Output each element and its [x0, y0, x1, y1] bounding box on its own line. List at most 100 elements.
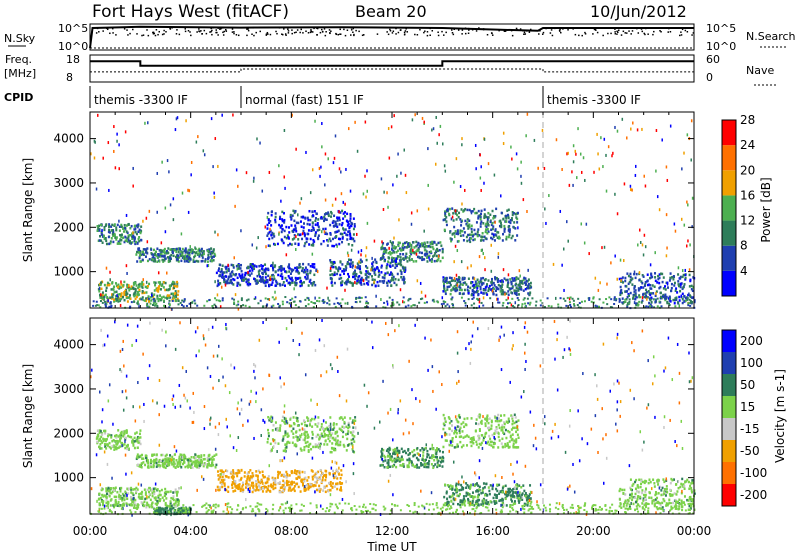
data-cell	[302, 262, 305, 266]
data-cell	[425, 250, 428, 253]
data-cell	[288, 263, 291, 266]
data-cell	[163, 254, 166, 258]
date-label: 10/Jun/2012	[590, 2, 687, 21]
data-cell	[409, 248, 412, 251]
data-cell	[330, 484, 333, 488]
nsky-sample-point	[319, 31, 322, 34]
data-cell	[187, 248, 190, 252]
ground-cell	[181, 299, 184, 302]
noise-cell	[522, 198, 525, 202]
data-cell	[269, 449, 272, 453]
data-cell	[215, 271, 218, 275]
data-cell	[353, 435, 356, 438]
nsky-sample-point	[614, 31, 616, 33]
data-cell	[180, 506, 183, 510]
data-cell	[168, 463, 171, 467]
data-cell	[311, 436, 314, 440]
data-cell	[283, 284, 286, 287]
noise-cell	[449, 230, 451, 234]
beam-label: Beam 20	[355, 2, 427, 21]
data-cell	[141, 457, 144, 460]
data-cell	[629, 281, 632, 284]
data-cell	[313, 266, 316, 269]
data-cell	[317, 442, 320, 446]
data-cell	[181, 247, 184, 251]
data-cell	[480, 212, 483, 216]
data-cell	[185, 259, 188, 263]
noise-cell	[398, 218, 400, 222]
ground-cell	[148, 305, 151, 308]
data-cell	[410, 244, 413, 247]
data-cell	[684, 278, 687, 281]
nsky-sample-point	[643, 32, 645, 35]
data-cell	[177, 256, 180, 259]
noise-cell	[607, 145, 610, 149]
data-cell	[283, 475, 286, 478]
data-cell	[169, 505, 172, 509]
data-cell	[463, 276, 466, 280]
data-cell	[224, 265, 227, 269]
data-cell	[116, 439, 119, 443]
nsearch-tick-low: 10^0	[706, 40, 736, 53]
data-cell	[477, 293, 480, 297]
data-cell	[458, 279, 461, 282]
ground-cell	[237, 303, 240, 306]
noise-cell	[654, 251, 656, 255]
nsky-sample-point	[584, 31, 586, 34]
data-cell	[283, 267, 286, 271]
data-cell	[309, 485, 312, 489]
data-cell	[265, 279, 268, 282]
data-cell	[408, 254, 411, 258]
noise-cell	[571, 170, 573, 174]
nsky-sample-point	[498, 29, 500, 32]
data-cell	[147, 295, 150, 298]
data-cell	[102, 429, 105, 433]
data-cell	[393, 281, 396, 285]
data-cell	[520, 281, 523, 285]
ground-cell	[511, 304, 514, 307]
data-cell	[122, 434, 125, 438]
data-cell	[284, 276, 287, 280]
data-cell	[462, 227, 465, 230]
data-cell	[123, 504, 126, 507]
data-cell	[146, 461, 149, 464]
noise-cell	[320, 165, 322, 169]
noise-cell	[324, 183, 326, 187]
ground-cell	[174, 300, 177, 303]
ground-cell	[557, 303, 560, 306]
data-cell	[641, 299, 644, 302]
data-cell	[164, 454, 167, 458]
data-cell	[139, 231, 142, 235]
data-cell	[388, 250, 391, 254]
noise-cell	[410, 211, 413, 215]
ground-cell	[214, 297, 217, 300]
data-cell	[380, 266, 383, 269]
ground-cell	[566, 296, 569, 299]
noise-cell	[381, 240, 383, 244]
data-cell	[265, 485, 268, 489]
data-cell	[312, 226, 315, 230]
data-cell	[254, 278, 257, 281]
data-cell	[433, 254, 436, 257]
noise-cell	[316, 270, 319, 274]
data-cell	[134, 289, 137, 292]
data-cell	[253, 277, 256, 281]
data-cell	[212, 259, 215, 262]
data-cell	[336, 487, 339, 491]
data-cell	[221, 271, 224, 274]
data-cell	[229, 280, 232, 283]
data-cell	[500, 285, 503, 289]
data-cell	[148, 282, 151, 286]
data-cell	[179, 453, 182, 456]
data-cell	[183, 260, 186, 263]
data-cell	[650, 301, 653, 304]
data-cell	[649, 287, 652, 290]
ground-cell	[240, 297, 243, 300]
data-cell	[339, 260, 342, 264]
noise-cell	[555, 138, 558, 142]
data-cell	[267, 428, 270, 432]
ground-cell	[689, 301, 692, 304]
data-cell	[134, 287, 137, 291]
data-cell	[352, 233, 355, 236]
ground-cell	[442, 300, 445, 303]
